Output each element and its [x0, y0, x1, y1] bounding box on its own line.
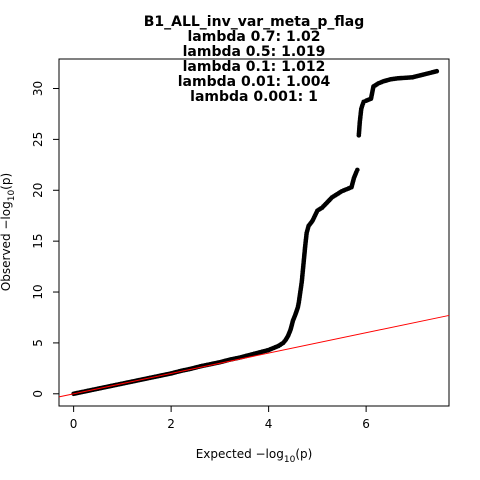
x-axis: 0 2 4 6	[70, 405, 370, 431]
x-tick-label: 4	[265, 417, 273, 431]
y-tick-label: 0	[31, 390, 45, 398]
y-tick-label: 30	[31, 81, 45, 96]
title-line: lambda 0.1: 1.012	[183, 59, 326, 75]
title-line: lambda 0.7: 1.02	[187, 29, 320, 45]
y-tick-label: 20	[31, 183, 45, 198]
title-line: lambda 0.5: 1.019	[183, 44, 326, 60]
y-tick-label: 15	[31, 234, 45, 249]
reference-line	[58, 314, 450, 398]
title-line: lambda 0.001: 1	[190, 89, 318, 105]
data-points	[71, 68, 440, 397]
x-axis-label: Expected −log10(p)	[196, 447, 313, 465]
y-tick-label: 5	[31, 339, 45, 347]
x-tick-label: 0	[70, 417, 78, 431]
data-point	[434, 68, 440, 74]
y-axis: 0 5 10 15 20 25 30	[31, 81, 60, 398]
y-tick-label: 10	[31, 284, 45, 299]
y-axis-label: Observed −log10(p)	[0, 173, 17, 291]
title-line: B1_ALL_inv_var_meta_p_flag	[144, 14, 365, 30]
data-point	[355, 167, 360, 173]
x-tick-label: 6	[362, 417, 370, 431]
title-line: lambda 0.01: 1.004	[178, 74, 331, 90]
y-tick-label: 25	[31, 132, 45, 147]
x-tick-label: 2	[167, 417, 175, 431]
